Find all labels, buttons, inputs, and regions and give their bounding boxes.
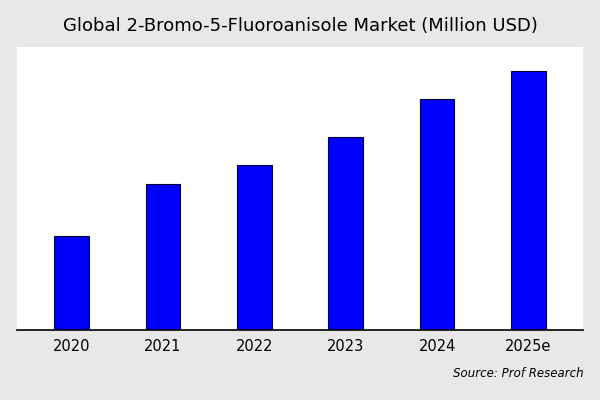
Bar: [54, 236, 89, 330]
Title: Global 2-Bromo-5-Fluoroanisole Market (Million USD): Global 2-Bromo-5-Fluoroanisole Market (M…: [62, 17, 538, 35]
Text: Source: Prof Research: Source: Prof Research: [453, 367, 583, 380]
Bar: [511, 71, 546, 330]
Bar: [420, 99, 454, 330]
Bar: [146, 184, 180, 330]
Bar: [237, 165, 272, 330]
Bar: [328, 137, 363, 330]
